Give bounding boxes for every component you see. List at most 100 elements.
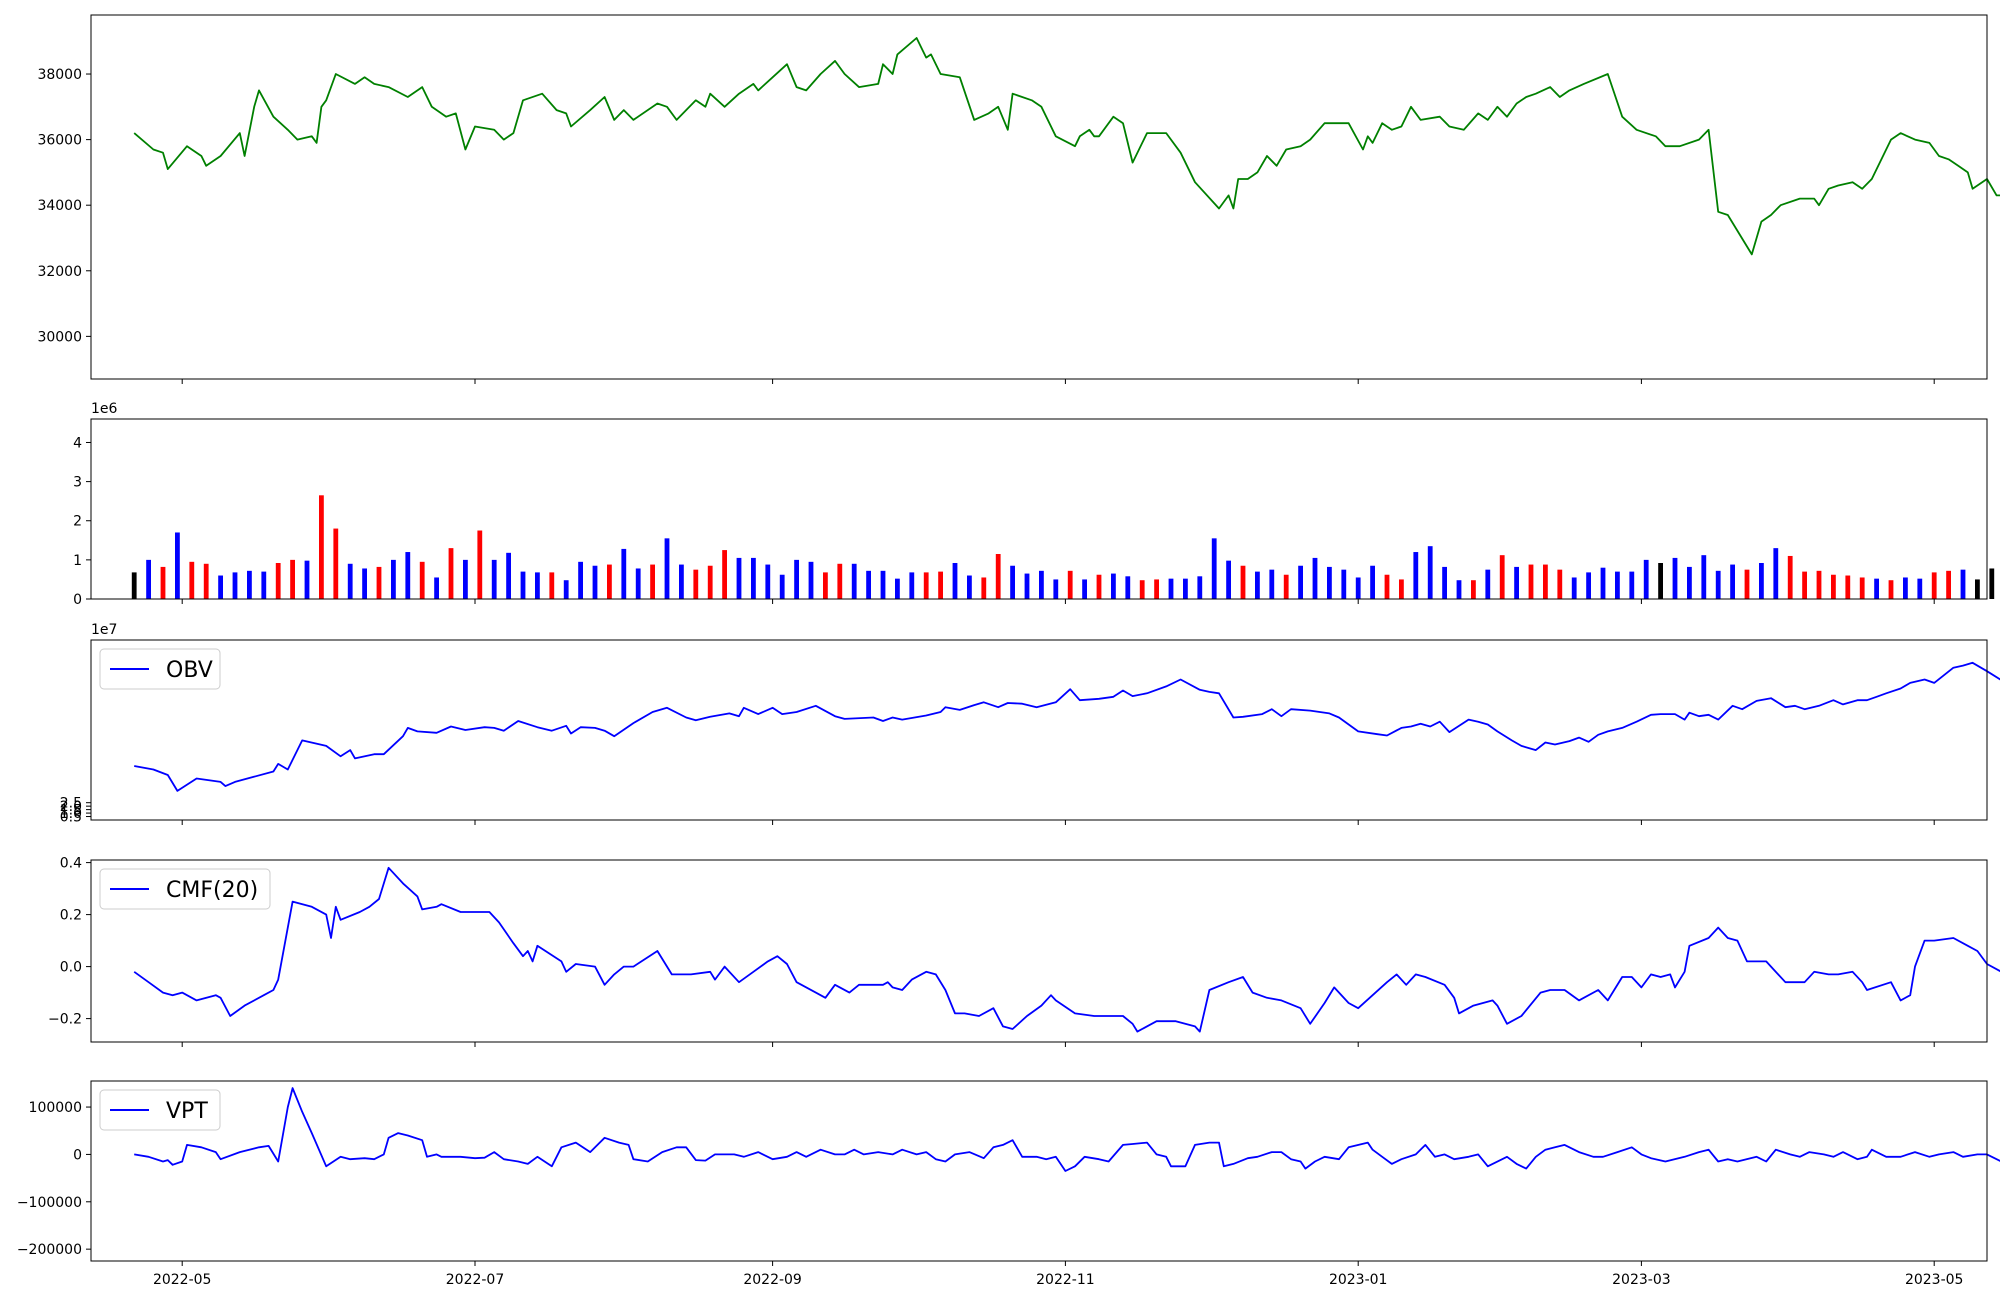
volume-bar xyxy=(434,577,439,599)
volume-bar xyxy=(1643,559,1649,599)
volume-bar xyxy=(1226,560,1231,599)
volume-bar xyxy=(1341,569,1347,599)
obv-y-tick-label: 1.5 xyxy=(60,803,82,819)
cmf-y-tick-label: 0.0 xyxy=(60,960,82,976)
volume-bar xyxy=(995,554,1001,599)
volume-bar xyxy=(1499,555,1505,599)
volume-bar xyxy=(1672,557,1678,599)
volume-bar xyxy=(463,559,468,599)
obv-panel: 0.51.01.52.02.5 1e7 OBV xyxy=(60,622,2000,826)
volume-bar xyxy=(1744,569,1750,599)
volume-bar xyxy=(837,563,843,599)
volume-bar xyxy=(362,568,367,599)
volume-bar xyxy=(1759,563,1764,599)
volume-bar xyxy=(578,561,583,599)
obv-y-tick-label: 1.0 xyxy=(60,806,82,822)
volume-bar xyxy=(1629,571,1635,599)
volume-bar xyxy=(1586,572,1591,599)
obv-axis-multiplier: 1e7 xyxy=(91,622,117,638)
volume-bar xyxy=(391,559,396,599)
volume-bar xyxy=(607,564,612,599)
volume-bar xyxy=(1211,538,1217,599)
volume-bar xyxy=(851,563,857,599)
volume-bar xyxy=(1183,578,1188,599)
price-y-tick-label: 30000 xyxy=(37,329,82,345)
vpt-y-tick-label: −100000 xyxy=(17,1195,82,1211)
volume-bar xyxy=(1312,557,1318,599)
vpt-series-line xyxy=(134,1087,2000,1172)
volume-bar xyxy=(1989,568,1995,599)
obv-legend-label: OBV xyxy=(166,658,213,683)
volume-bar xyxy=(347,563,353,599)
volume-bar xyxy=(664,538,670,599)
volume-bar xyxy=(1715,570,1721,599)
volume-bar xyxy=(635,568,641,599)
volume-bar xyxy=(751,557,756,599)
volume-bar xyxy=(808,561,814,599)
volume-bar xyxy=(1543,564,1548,599)
volume-bar xyxy=(1960,569,1966,599)
volume-bar xyxy=(549,572,555,599)
volume-panel: 0 1 2 3 4 1e6 xyxy=(73,401,1995,608)
volume-y-tick-label: 4 xyxy=(73,435,82,451)
volume-y-tick-label: 2 xyxy=(73,514,82,530)
volume-bar xyxy=(506,552,511,599)
obv-y-tick-label: 2.5 xyxy=(60,796,82,812)
volume-bar xyxy=(823,572,828,599)
vpt-legend-label: VPT xyxy=(166,1099,208,1124)
volume-bar xyxy=(707,565,713,599)
volume-bar xyxy=(1269,569,1275,599)
volume-bar xyxy=(1845,575,1851,599)
price-y-tick-label: 32000 xyxy=(37,264,82,280)
volume-bar xyxy=(722,550,727,599)
x-tick-label: 2023-03 xyxy=(1612,1272,1671,1288)
price-series-line xyxy=(133,37,2000,256)
volume-bar xyxy=(1096,574,1102,599)
volume-bar xyxy=(679,564,684,599)
volume-bar xyxy=(952,563,958,599)
volume-bar xyxy=(1917,578,1923,599)
volume-bar xyxy=(189,561,195,599)
vpt-y-tick-label: 0 xyxy=(73,1147,82,1163)
volume-bar xyxy=(218,575,223,599)
vpt-y-tick-label: 100000 xyxy=(29,1100,82,1116)
volume-bar xyxy=(909,572,915,599)
x-tick-label: 2023-05 xyxy=(1905,1272,1964,1288)
volume-bar xyxy=(650,564,655,599)
volume-bar xyxy=(1197,576,1203,599)
volume-bar xyxy=(376,566,382,599)
volume-bar xyxy=(520,571,526,599)
volume-bar xyxy=(1111,573,1116,599)
volume-bar xyxy=(1859,577,1865,599)
volume-bar xyxy=(419,561,425,599)
volume-bar xyxy=(1888,580,1894,599)
volume-bar xyxy=(203,563,209,599)
volume-bar xyxy=(1240,565,1246,599)
volume-bar xyxy=(232,572,238,599)
cmf-frame xyxy=(90,859,1988,1043)
volume-bar xyxy=(1615,571,1620,599)
volume-bar xyxy=(448,548,454,599)
volume-bar xyxy=(491,559,497,599)
volume-bar xyxy=(895,578,900,599)
volume-bar xyxy=(1427,546,1433,599)
x-tick-label: 2022-07 xyxy=(446,1272,505,1288)
volume-bar xyxy=(275,563,281,599)
volume-bar xyxy=(1528,564,1534,599)
volume-bar xyxy=(1874,578,1879,599)
volume-bar xyxy=(1485,569,1491,599)
volume-bar xyxy=(563,580,569,599)
volume-frame xyxy=(90,418,1988,600)
vpt-legend: VPT xyxy=(99,1089,221,1131)
cmf-series-line xyxy=(133,866,2000,1033)
volume-bar xyxy=(1903,577,1908,599)
volume-bar xyxy=(621,548,627,599)
volume-bar xyxy=(160,566,166,599)
volume-bar xyxy=(405,552,411,599)
volume-bar xyxy=(1053,579,1059,599)
cmf-y-tick-label: 0.4 xyxy=(60,856,82,872)
volume-bar xyxy=(1557,569,1563,599)
volume-bar xyxy=(981,577,987,599)
cmf-panel: −0.2 0.0 0.2 0.4 CMF(20) xyxy=(48,856,2000,1047)
obv-y-tick-label: 2.0 xyxy=(60,799,82,815)
